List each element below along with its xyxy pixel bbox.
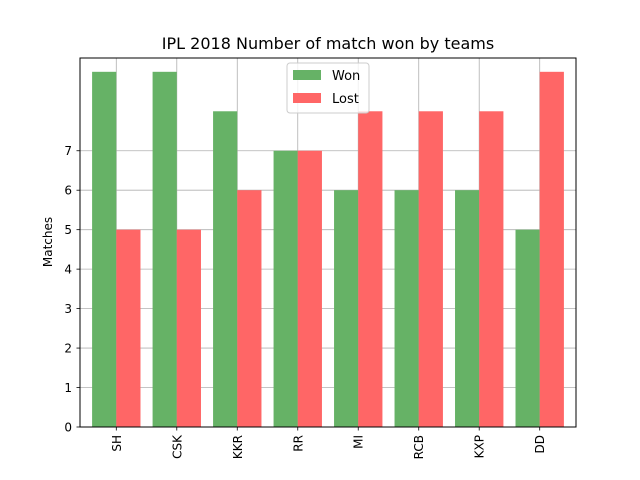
y-tick-label: 1 — [64, 381, 72, 395]
y-tick-label: 4 — [64, 263, 72, 277]
y-ticks: 0 1 2 3 4 5 6 7 — [64, 144, 80, 435]
plot-frame — [79, 57, 577, 428]
legend-swatch-won — [293, 70, 321, 80]
y-tick-label: 6 — [64, 184, 72, 198]
x-tick-label: KXP — [473, 435, 487, 458]
bar-won-sh — [92, 71, 117, 427]
bar-lost-sh — [116, 229, 141, 427]
bar-lost-csk — [176, 229, 201, 427]
x-ticks: SH CSK KKR RR MI RCB KXP DD — [110, 427, 547, 459]
bar-lost-kkr — [237, 190, 262, 427]
bar-won-csk — [152, 71, 177, 427]
bar-won-rcb — [394, 190, 419, 427]
bar-lost-kxp — [479, 111, 504, 427]
bars-layer — [92, 71, 564, 427]
legend-swatch-lost — [293, 93, 321, 103]
bar-won-rr — [273, 150, 298, 427]
chart-title: IPL 2018 Number of match won by teams — [162, 34, 494, 53]
x-tick-label: RCB — [412, 435, 426, 459]
x-tick-label: KKR — [231, 435, 245, 459]
x-tick-label: CSK — [170, 434, 184, 459]
y-tick-label: 2 — [64, 342, 72, 356]
bar-won-mi — [334, 190, 359, 427]
y-tick-label: 5 — [64, 223, 72, 237]
y-axis-label: Matches — [41, 217, 55, 267]
legend-label-lost: Lost — [332, 92, 359, 107]
bar-lost-mi — [358, 111, 383, 427]
y-tick-label: 0 — [64, 421, 72, 435]
bar-lost-rcb — [418, 111, 443, 427]
bar-lost-dd — [539, 71, 564, 427]
bar-won-dd — [515, 229, 540, 427]
legend: Won Lost — [286, 62, 370, 114]
x-tick-label: DD — [533, 435, 547, 453]
legend-label-won: Won — [332, 69, 360, 84]
x-tick-label: SH — [110, 435, 124, 452]
bar-won-kkr — [213, 111, 238, 427]
bar-won-kxp — [455, 190, 480, 427]
x-tick-label: RR — [291, 435, 305, 452]
y-tick-label: 3 — [64, 302, 72, 316]
x-tick-label: MI — [352, 435, 366, 449]
bar-lost-rr — [297, 150, 322, 427]
y-tick-label: 7 — [64, 144, 72, 158]
